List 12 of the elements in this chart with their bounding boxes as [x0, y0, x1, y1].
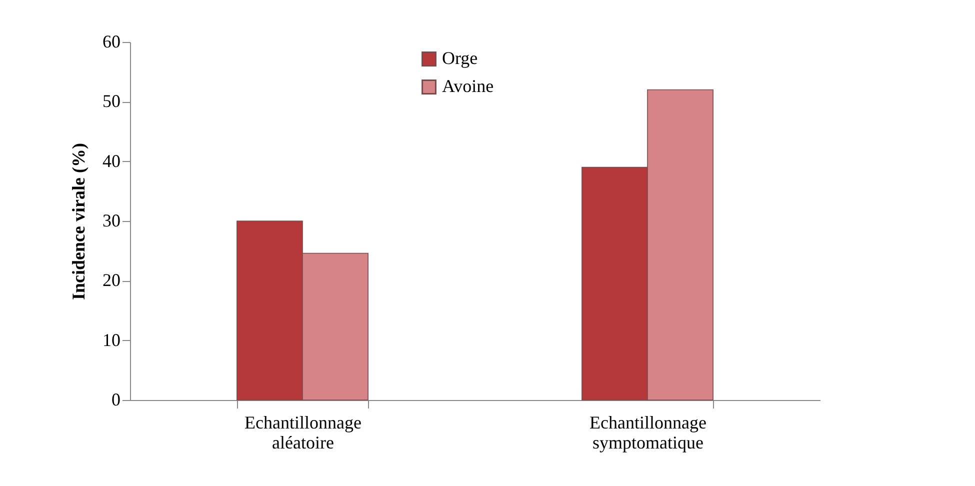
y-tick-label: 30	[102, 210, 120, 230]
y-tick-label: 20	[102, 270, 120, 290]
y-tick-label: 50	[102, 91, 120, 112]
y-tick-label: 40	[102, 150, 120, 171]
y-tick-label: 0	[112, 390, 120, 410]
y-axis-title: Incidence virale (%)	[68, 143, 88, 300]
legend-label: Orge	[442, 48, 478, 68]
x-tick-label: Echantillonnage aléatoire	[244, 412, 362, 452]
y-tick-label: 60	[102, 32, 120, 52]
x-tick-label: Echantillonnage symptomatique	[590, 412, 706, 452]
y-tick-label: 10	[102, 330, 120, 350]
legend-label: Avoine	[442, 76, 494, 96]
